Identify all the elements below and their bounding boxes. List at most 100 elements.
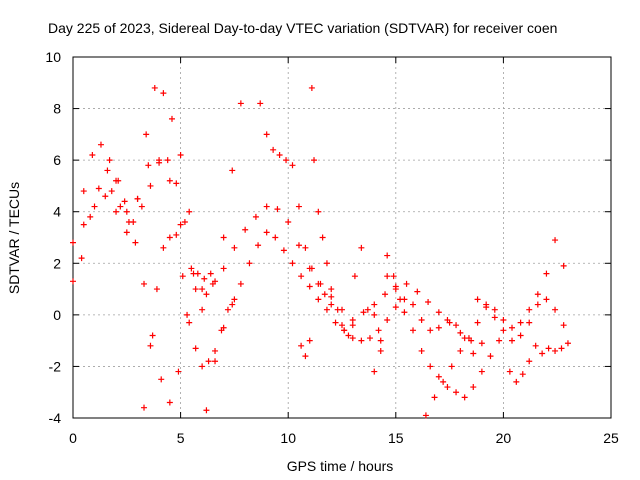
data-point — [108, 188, 115, 195]
data-point — [491, 306, 498, 313]
data-point — [315, 208, 322, 215]
data-point — [272, 234, 279, 241]
data-point — [435, 309, 442, 316]
data-point — [306, 283, 313, 290]
data-point — [89, 151, 96, 158]
data-point — [212, 358, 219, 365]
data-point — [384, 273, 391, 280]
data-point — [371, 311, 378, 318]
x-tick-label: 0 — [69, 430, 77, 446]
data-point — [70, 239, 76, 246]
data-point — [199, 286, 206, 293]
data-point — [560, 262, 567, 269]
data-point — [552, 237, 559, 244]
data-point — [358, 337, 365, 344]
data-point — [121, 198, 128, 205]
data-point — [156, 159, 163, 166]
data-point — [270, 146, 277, 153]
data-point — [422, 412, 429, 419]
data-point — [177, 151, 184, 158]
data-point — [104, 167, 111, 174]
data-point — [509, 337, 516, 344]
data-point — [298, 273, 305, 280]
data-point — [186, 208, 193, 215]
data-point — [166, 177, 173, 184]
x-tick-label: 5 — [177, 430, 185, 446]
data-point — [397, 296, 404, 303]
data-point — [308, 265, 315, 272]
data-point — [263, 229, 270, 236]
data-point — [302, 353, 309, 360]
series-track-i — [339, 244, 404, 344]
data-point — [199, 306, 206, 313]
data-point — [203, 407, 210, 414]
data-point — [564, 340, 571, 347]
y-tick-label: 0 — [53, 307, 61, 323]
x-tick-labels: 0 5 10 15 20 25 — [69, 430, 619, 446]
data-point — [229, 167, 236, 174]
data-point — [106, 157, 113, 164]
data-point — [332, 319, 339, 326]
data-point — [560, 322, 567, 329]
y-tick-label: 6 — [53, 152, 61, 168]
data-point — [205, 358, 212, 365]
series-track-a — [70, 157, 485, 347]
data-point — [526, 306, 533, 313]
data-point — [311, 157, 318, 164]
data-point — [102, 193, 109, 200]
data-point — [427, 327, 434, 334]
series-track-j — [371, 273, 503, 401]
series-track-d — [108, 84, 244, 298]
data-point — [231, 296, 238, 303]
tick-marks — [72, 56, 612, 419]
data-point — [444, 317, 451, 324]
data-point — [457, 347, 464, 354]
data-point — [371, 368, 378, 375]
data-point — [349, 335, 356, 342]
data-point — [513, 378, 520, 385]
data-point — [263, 203, 270, 210]
data-point — [328, 301, 335, 308]
data-point — [194, 270, 201, 277]
data-point — [500, 317, 507, 324]
data-point — [418, 347, 425, 354]
data-point — [526, 358, 533, 365]
series-track-g — [257, 100, 477, 357]
grid — [73, 57, 611, 418]
data-point — [517, 332, 524, 339]
data-point — [496, 337, 503, 344]
data-point — [257, 100, 264, 107]
data-point — [179, 273, 186, 280]
data-point — [147, 342, 154, 349]
data-point — [319, 234, 326, 241]
x-tick-label: 10 — [280, 430, 296, 446]
series-track-f — [203, 229, 356, 414]
data-point — [132, 239, 139, 246]
data-point — [212, 347, 219, 354]
data-point — [483, 304, 490, 311]
data-points — [70, 84, 571, 419]
y-tick-labels: -4 -2 0 2 4 6 8 10 — [45, 49, 61, 426]
data-point — [295, 203, 302, 210]
data-point — [175, 368, 182, 375]
y-axis-title: SDTVAR / TECUs — [6, 182, 22, 294]
x-tick-label: 15 — [388, 430, 404, 446]
data-point — [115, 177, 122, 184]
data-point — [470, 384, 477, 391]
data-point — [315, 280, 322, 287]
data-point — [453, 322, 460, 329]
data-point — [349, 322, 356, 329]
data-point — [543, 270, 550, 277]
data-point — [431, 394, 438, 401]
data-point — [212, 278, 219, 285]
data-point — [427, 363, 434, 370]
data-point — [255, 242, 262, 249]
data-point — [425, 298, 432, 305]
data-point — [558, 345, 565, 352]
data-point — [478, 340, 485, 347]
data-point — [302, 244, 309, 251]
x-tick-label: 25 — [603, 430, 619, 446]
data-point — [149, 332, 156, 339]
data-point — [448, 363, 455, 370]
data-point — [145, 162, 152, 169]
